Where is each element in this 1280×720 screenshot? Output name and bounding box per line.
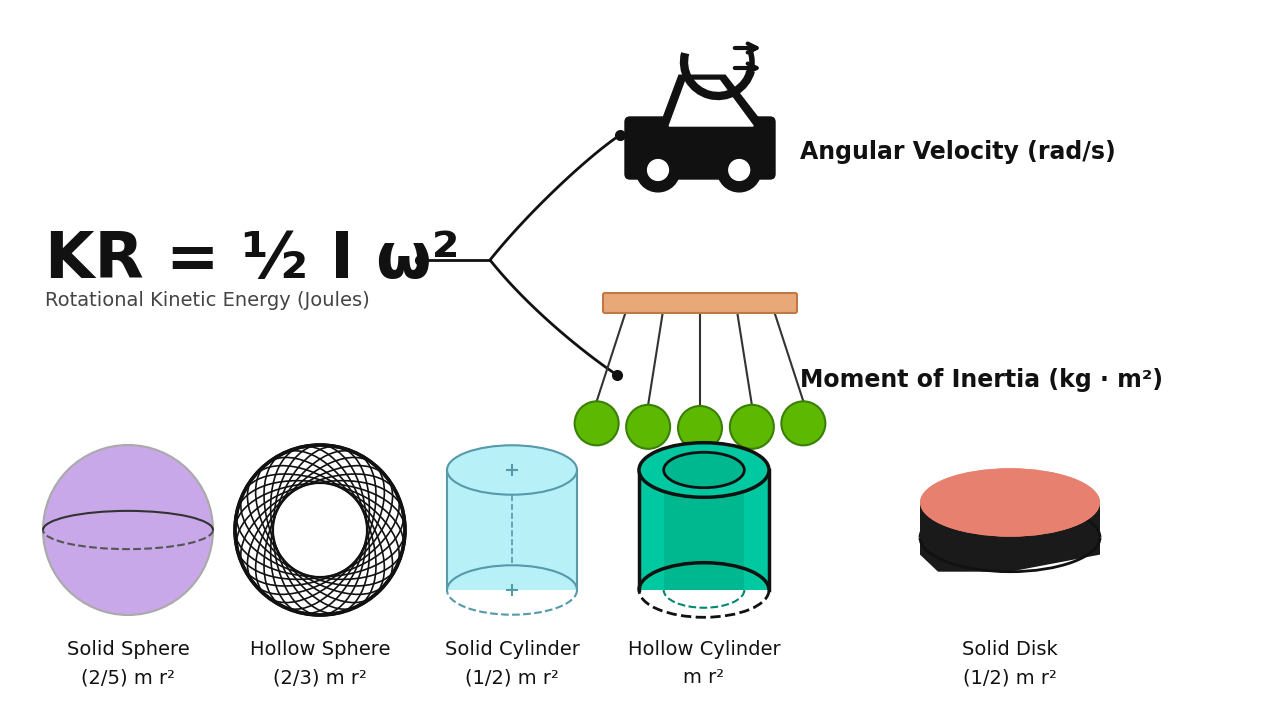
Text: Solid Disk: Solid Disk (963, 640, 1057, 659)
Text: (1/2) m r²: (1/2) m r² (963, 668, 1057, 687)
Text: (2/3) m r²: (2/3) m r² (273, 668, 367, 687)
Ellipse shape (447, 445, 577, 495)
Text: Angular Velocity (rad/s): Angular Velocity (rad/s) (800, 140, 1116, 164)
Circle shape (636, 148, 680, 192)
Circle shape (678, 406, 722, 450)
Text: (1/2) m r²: (1/2) m r² (465, 668, 559, 687)
Text: Moment of Inertia (kg · m²): Moment of Inertia (kg · m²) (800, 368, 1164, 392)
Ellipse shape (639, 443, 769, 498)
Circle shape (781, 401, 826, 446)
Polygon shape (660, 75, 763, 124)
Polygon shape (920, 503, 996, 546)
Circle shape (730, 405, 774, 449)
Text: m r²: m r² (684, 668, 724, 687)
Polygon shape (920, 503, 1100, 538)
Text: Solid Cylinder: Solid Cylinder (444, 640, 580, 659)
Polygon shape (447, 470, 577, 590)
Circle shape (648, 160, 668, 181)
Text: Hollow Cylinder: Hollow Cylinder (627, 640, 781, 659)
Text: KR = ½ I ω²: KR = ½ I ω² (45, 229, 460, 291)
Circle shape (728, 160, 750, 181)
Circle shape (575, 401, 618, 446)
Polygon shape (639, 470, 769, 590)
Ellipse shape (664, 452, 744, 487)
FancyBboxPatch shape (625, 117, 774, 179)
Polygon shape (664, 470, 744, 590)
Ellipse shape (920, 468, 1100, 536)
Text: (2/5) m r²: (2/5) m r² (81, 668, 175, 687)
Polygon shape (669, 81, 753, 126)
Ellipse shape (920, 468, 1100, 536)
Circle shape (626, 405, 671, 449)
Text: Hollow Sphere: Hollow Sphere (250, 640, 390, 659)
Circle shape (44, 445, 212, 615)
Text: Solid Sphere: Solid Sphere (67, 640, 189, 659)
FancyBboxPatch shape (603, 293, 797, 313)
Text: Rotational Kinetic Energy (Joules): Rotational Kinetic Energy (Joules) (45, 290, 370, 310)
Circle shape (236, 445, 404, 615)
Circle shape (717, 148, 762, 192)
Polygon shape (920, 503, 1100, 572)
